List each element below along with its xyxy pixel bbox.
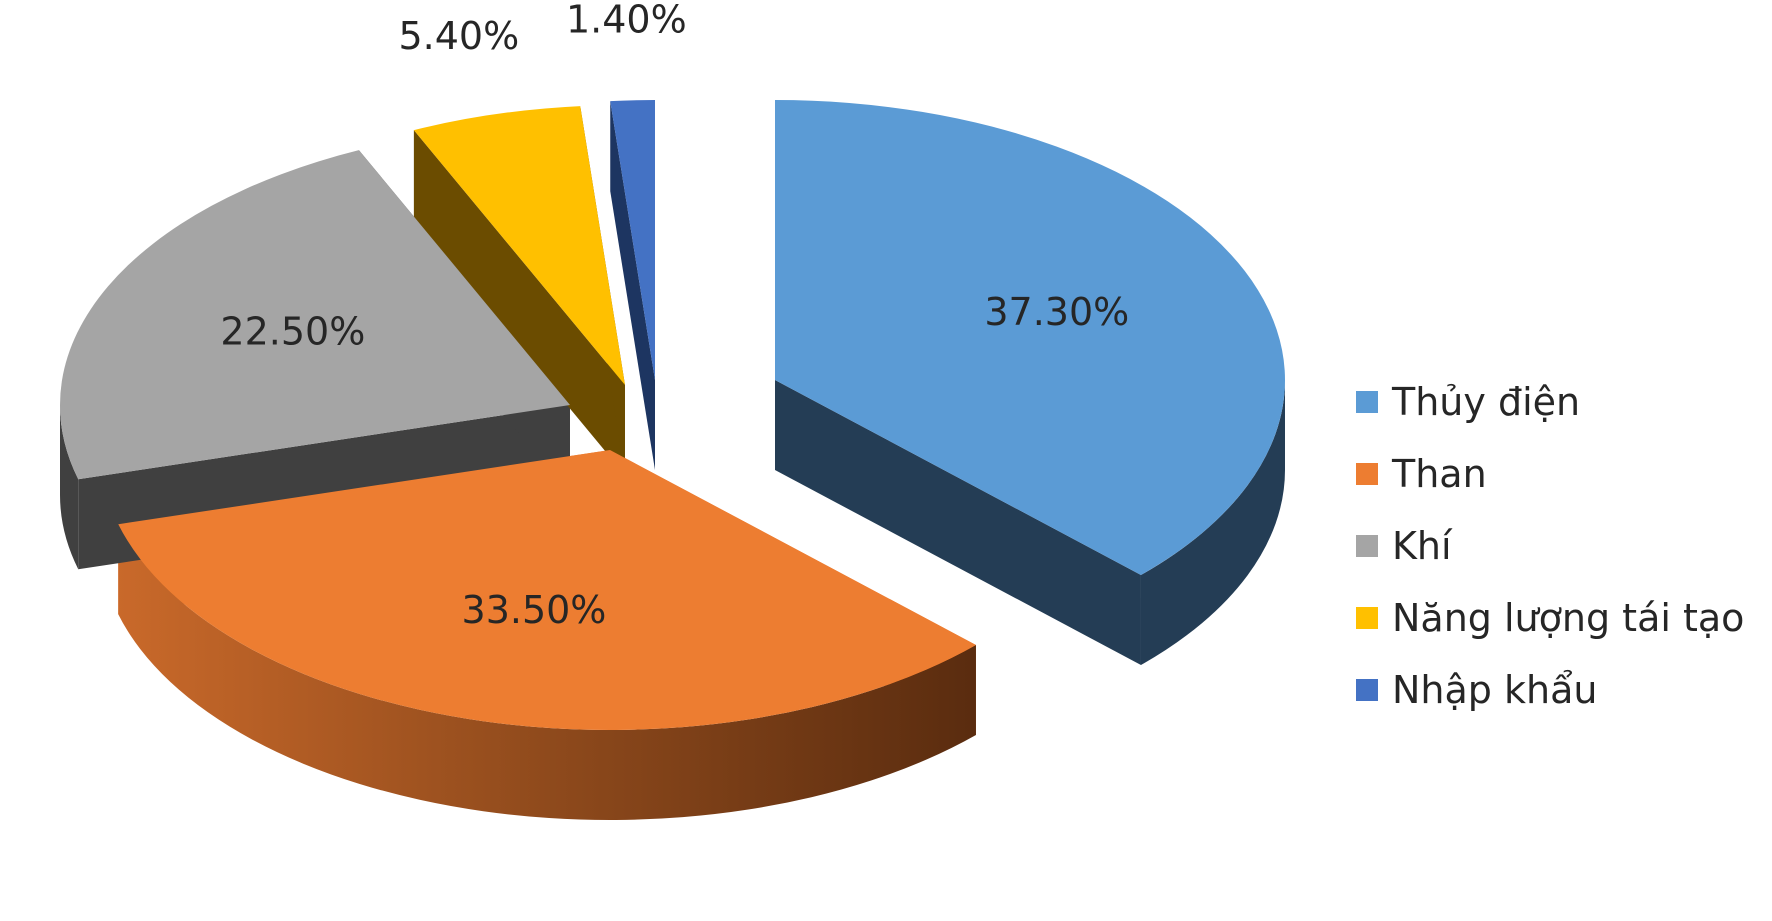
pie-slice-than: [118, 450, 976, 730]
legend-swatch: [1356, 535, 1378, 557]
pie-slice-nhap-khau: [610, 100, 655, 380]
legend-swatch: [1356, 463, 1378, 485]
legend-label: Nhập khẩu: [1392, 668, 1598, 712]
data-label-nhap-khau: 1.40%: [566, 0, 687, 41]
data-label-nang-luong-tai-tao: 5.40%: [398, 14, 519, 58]
legend-item-thuy-dien: Thủy điện: [1356, 366, 1744, 438]
pie-slices: [60, 100, 1285, 730]
legend-label: Năng lượng tái tạo: [1392, 596, 1745, 640]
data-label-thuy-dien: 37.30%: [984, 290, 1129, 334]
pie-data-labels: 37.30% 33.50% 22.50% 5.40% 1.40%: [220, 0, 1129, 632]
data-label-than: 33.50%: [462, 588, 607, 632]
pie-side-thuy-dien: [775, 380, 1285, 666]
data-label-khi: 22.50%: [220, 309, 365, 353]
pie-slice-thuy-dien: [775, 100, 1285, 576]
pie-slice-khi: [60, 150, 571, 480]
legend-swatch: [1356, 607, 1378, 629]
legend-label: Than: [1392, 452, 1487, 496]
legend-swatch: [1356, 391, 1378, 413]
pie-side-nhap-khau: [610, 101, 655, 470]
legend-item-khi: Khí: [1356, 510, 1744, 582]
legend-item-nang-luong-tai-tao: Năng lượng tái tạo: [1356, 582, 1744, 654]
legend-label: Thủy điện: [1392, 380, 1581, 424]
legend-item-nhap-khau: Nhập khẩu: [1356, 654, 1744, 726]
legend-swatch: [1356, 679, 1378, 701]
pie-slice-nang-luong-tai-tao: [413, 106, 625, 385]
chart-legend: Thủy điện Than Khí Năng lượng tái tạo Nhập k…: [1356, 366, 1744, 726]
legend-label: Khí: [1392, 524, 1452, 568]
legend-item-than: Than: [1356, 438, 1744, 510]
